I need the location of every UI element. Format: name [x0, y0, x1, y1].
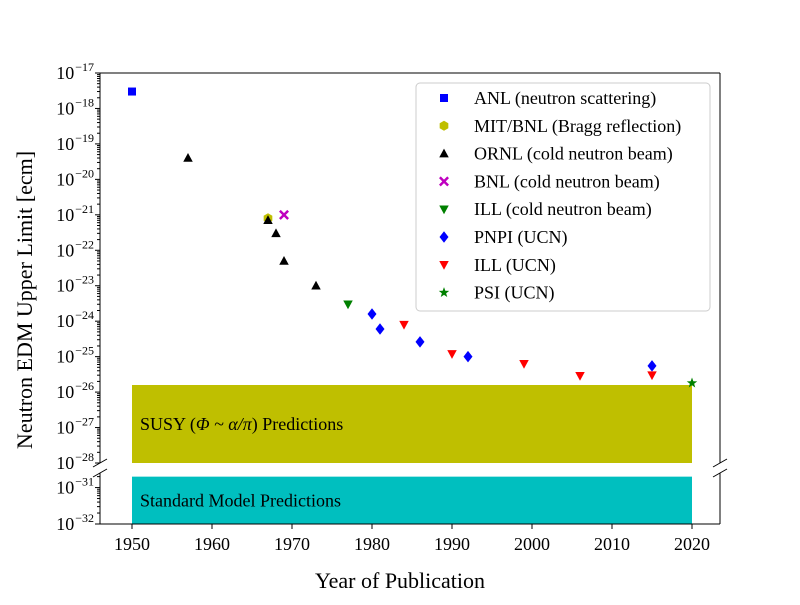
point-s5-2 [415, 336, 425, 348]
legend-marker-4 [439, 205, 449, 215]
legend-label-1: MIT/BNL (Bragg reflection) [474, 116, 681, 137]
band-label-1: Standard Model Predictions [140, 490, 341, 510]
x-tick-label: 2020 [674, 534, 710, 554]
band-label-0: SUSY (Φ ~ α/π) Predictions [140, 414, 343, 435]
legend-label-7: PSI (UCN) [474, 283, 555, 304]
x-tick-label: 1960 [194, 534, 230, 554]
point-s5-4 [647, 360, 657, 372]
legend-box [415, 82, 711, 312]
legend-label-0: ANL (neutron scattering) [474, 88, 656, 109]
y-tick-label-upper: 10−24 [56, 308, 94, 331]
y-tick-label-upper: 10−20 [56, 166, 94, 189]
legend-label-3: BNL (cold neutron beam) [474, 171, 660, 192]
point-s6-1 [447, 350, 457, 359]
legend: ANL (neutron scattering) MIT/BNL (Bragg r… [415, 82, 711, 312]
point-s6-3 [575, 371, 585, 381]
y-tick-label-upper: 10−19 [56, 131, 94, 154]
y-axis-label: Neutron EDM Upper Limit [ecm] [12, 151, 37, 449]
legend-marker-5 [439, 231, 449, 243]
point-s2-3 [279, 255, 289, 265]
point-s5-3 [463, 350, 473, 363]
point-s7-0 [686, 377, 698, 388]
axis-break-mark-1 [92, 468, 108, 478]
y-tick-label-upper: 10−28 [56, 450, 94, 473]
x-tick-label: 1950 [114, 534, 150, 554]
x-tick-label: 1980 [354, 534, 390, 554]
legend-label-4: ILL (cold neutron beam) [474, 199, 652, 220]
point-s2-4 [311, 280, 321, 290]
point-s6-0 [399, 320, 409, 330]
point-s2-1 [263, 215, 273, 225]
band-1 [132, 476, 692, 524]
point-s6-4 [647, 371, 657, 381]
legend-marker-0 [440, 94, 448, 102]
point-s3-0 [279, 209, 289, 220]
axis-break-mark-3 [712, 468, 728, 478]
y-tick-label-upper: 10−27 [56, 415, 94, 438]
legend-marker-7 [438, 287, 450, 298]
point-s0-0 [128, 87, 136, 96]
y-tick-label-upper: 10−25 [56, 344, 94, 367]
y-tick-label-upper: 10−23 [56, 273, 94, 296]
y-tick-label-lower: 10−31 [56, 475, 94, 498]
x-tick-label: 1970 [274, 534, 310, 554]
y-tick-label-upper: 10−26 [56, 379, 94, 402]
legend-marker-1 [439, 120, 449, 131]
point-s2-2 [271, 228, 281, 238]
point-s6-2 [519, 360, 529, 369]
axis-break-mark-2 [712, 458, 728, 468]
prediction-bands: SUSY (Φ ~ α/π) Predictions Standard Model… [132, 385, 692, 524]
point-s4-0 [343, 300, 353, 310]
y-tick-label-upper: 10−22 [56, 237, 94, 260]
legend-marker-3 [439, 176, 449, 187]
band-0 [132, 385, 692, 463]
data-points [128, 87, 698, 388]
y-tick-label-upper: 10−21 [56, 202, 94, 225]
legend-marker-2 [439, 148, 449, 158]
y-tick-label-lower: 10−32 [56, 511, 94, 534]
point-s2-0 [183, 153, 193, 162]
x-tick-label: 2010 [594, 534, 630, 554]
x-tick-label: 2000 [514, 534, 550, 554]
y-tick-label-upper: 10−18 [56, 95, 94, 118]
x-axis-label: Year of Publication [315, 568, 485, 593]
legend-label-5: PNPI (UCN) [474, 227, 568, 248]
legend-marker-6 [439, 261, 449, 270]
point-s5-0 [367, 308, 377, 320]
legend-label-6: ILL (UCN) [474, 255, 556, 276]
x-tick-label: 1990 [434, 534, 470, 554]
legend-label-2: ORNL (cold neutron beam) [474, 144, 673, 165]
point-s5-1 [375, 323, 385, 335]
y-tick-label-upper: 10−17 [56, 60, 94, 83]
